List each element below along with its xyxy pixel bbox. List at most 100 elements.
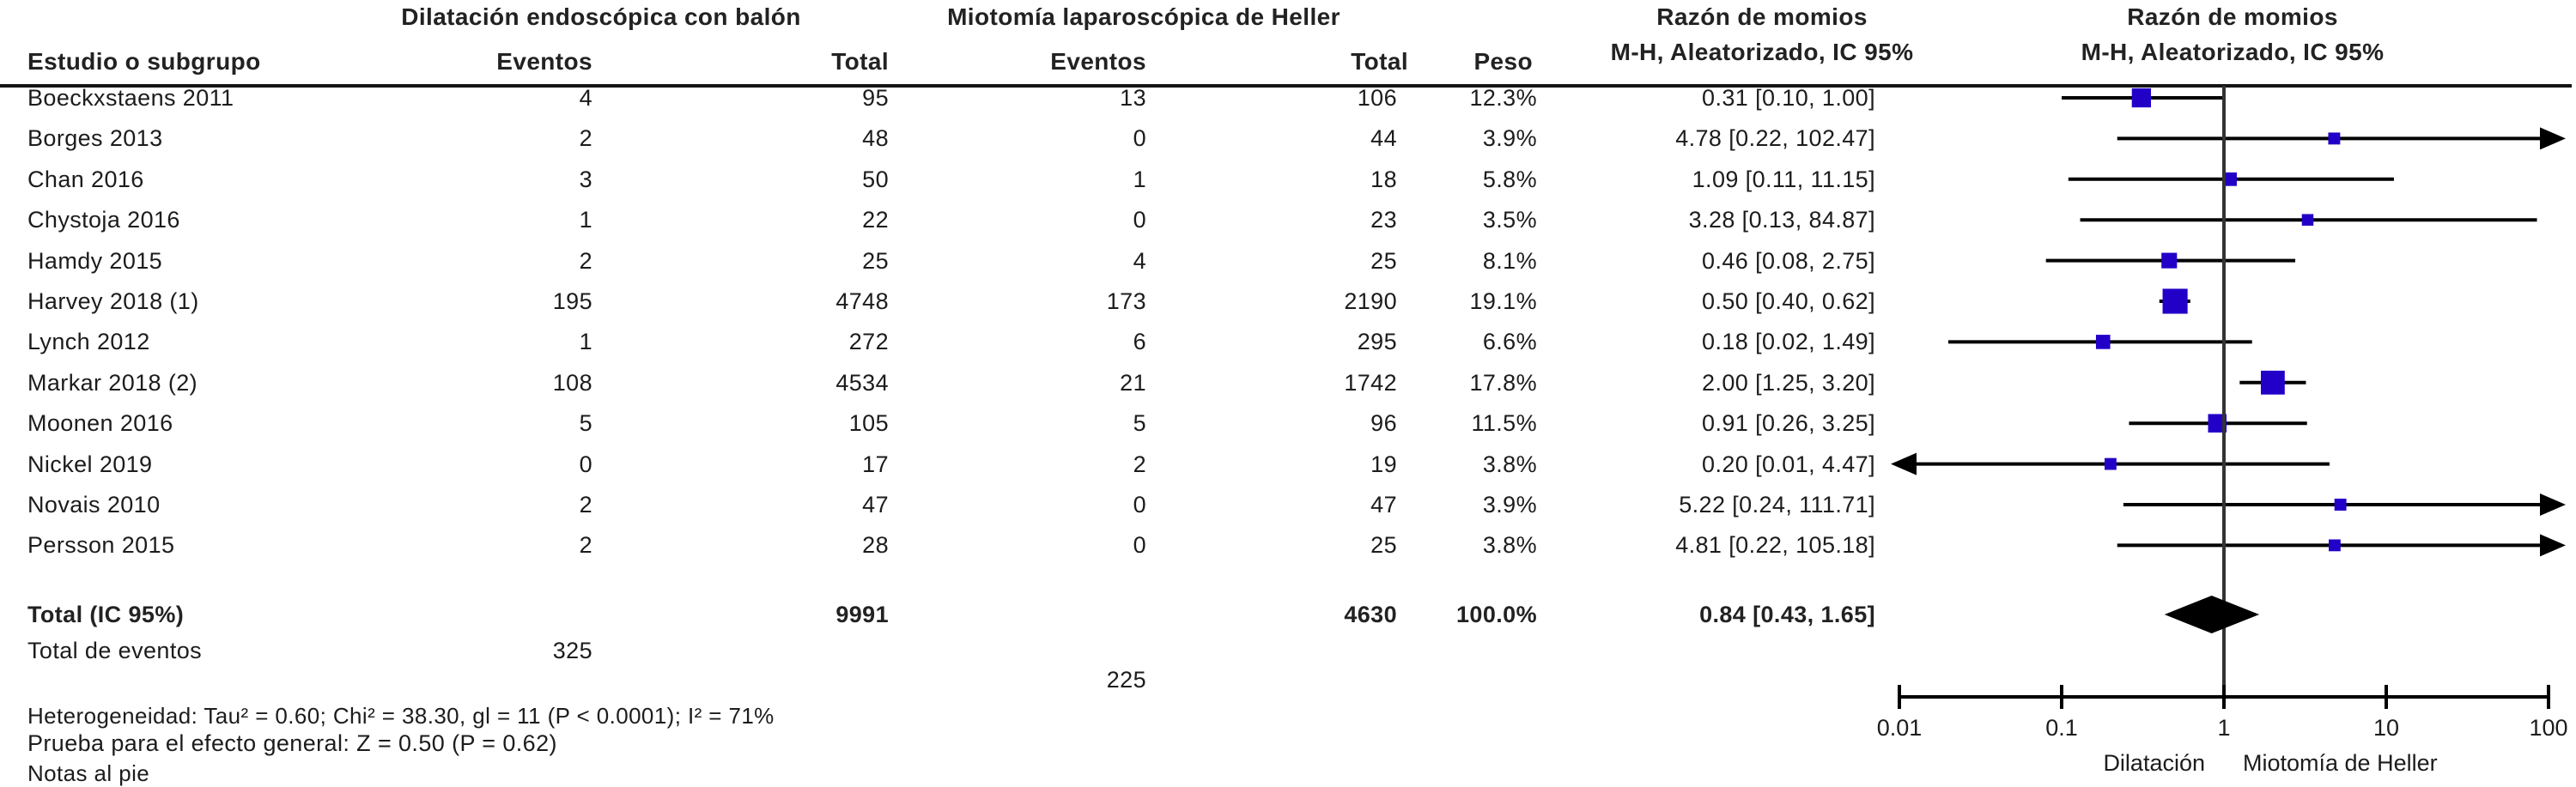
- weight-value: 8.1%: [1482, 248, 1537, 274]
- total-1-value: 105: [848, 410, 889, 436]
- events-1-value: 5: [579, 410, 592, 436]
- total-n-2: 4630: [1344, 602, 1397, 627]
- study-name: Lynch 2012: [27, 329, 150, 354]
- total-1-value: 25: [862, 248, 889, 274]
- weight-value: 11.5%: [1471, 410, 1537, 436]
- or-ci-value: 2.00 [1.25, 3.20]: [1702, 370, 1875, 396]
- total-1-value: 50: [862, 166, 889, 192]
- events-1-value: 0: [579, 451, 592, 477]
- or-ci-value: 5.22 [0.24, 111.71]: [1679, 492, 1875, 518]
- study-name: Nickel 2019: [27, 451, 153, 477]
- total-2-value: 106: [1357, 85, 1397, 111]
- axis-right-label: Miotomía de Heller: [2243, 750, 2438, 776]
- effect-square: [2161, 252, 2178, 269]
- effect-square: [2095, 335, 2111, 349]
- weight-value: 3.9%: [1482, 492, 1537, 518]
- study-name: Boeckxstaens 2011: [27, 85, 234, 111]
- or-header-line2: M-H, Aleatorizado, IC 95%: [1610, 39, 1914, 65]
- or-ci-value: 4.81 [0.22, 105.18]: [1675, 532, 1875, 558]
- or-ci-value: 0.46 [0.08, 2.75]: [1702, 248, 1875, 274]
- axis-tick-label: 1: [2217, 715, 2230, 741]
- total-events-1: 325: [552, 638, 592, 663]
- study-name: Markar 2018 (2): [27, 370, 198, 396]
- group1-header: Dilatación endoscópica con balón: [401, 3, 801, 30]
- study-name: Chystoja 2016: [27, 207, 180, 233]
- total-1-value: 4534: [835, 370, 889, 396]
- total-2-value: 96: [1370, 410, 1397, 436]
- arrow-right-icon: [2540, 493, 2566, 516]
- or-ci-value: 0.31 [0.10, 1.00]: [1702, 85, 1875, 111]
- total-2-value: 47: [1370, 492, 1397, 518]
- study-name: Chan 2016: [27, 166, 144, 192]
- total-1-value: 272: [848, 329, 889, 354]
- effect-square: [2223, 172, 2237, 186]
- total-n-1: 9991: [835, 602, 889, 627]
- events-1-value: 195: [552, 288, 592, 314]
- total-2-value: 295: [1357, 329, 1397, 354]
- events-1-value: 2: [579, 125, 592, 151]
- total-or-ci: 0.84 [0.43, 1.65]: [1699, 602, 1875, 627]
- events-2-value: 13: [1120, 85, 1146, 111]
- total-1-value: 17: [862, 451, 889, 477]
- total-1-value: 47: [862, 492, 889, 518]
- study-name: Moonen 2016: [27, 410, 173, 436]
- effect-square: [2328, 132, 2341, 145]
- effect-square: [2208, 414, 2227, 433]
- footnotes-label: Notas al pie: [27, 760, 150, 786]
- axis-tick-label: 0.01: [1877, 715, 1923, 741]
- study-column-header: Estudio o subgrupo: [27, 48, 261, 75]
- or-header-line1: Razón de momios: [1656, 3, 1868, 30]
- events-1-value: 2: [579, 248, 592, 274]
- weight-value: 3.8%: [1482, 451, 1537, 477]
- events-1-value: 3: [579, 166, 592, 192]
- effect-square: [2104, 457, 2117, 470]
- study-name: Hamdy 2015: [27, 248, 163, 274]
- axis-tick-label: 10: [2373, 715, 2399, 741]
- total-events-2: 225: [1106, 667, 1146, 693]
- events-1-value: 1: [579, 329, 592, 354]
- total-column-header-2: Total: [1351, 48, 1408, 75]
- total-2-value: 25: [1370, 532, 1397, 558]
- weight-value: 6.6%: [1482, 329, 1537, 354]
- events-1-value: 4: [579, 85, 592, 111]
- plot-or-header-line2: M-H, Aleatorizado, IC 95%: [2081, 39, 2385, 65]
- effect-square: [2131, 88, 2152, 108]
- events-2-value: 0: [1133, 532, 1146, 558]
- events-column-header-2: Eventos: [1050, 48, 1146, 75]
- weight-value: 5.8%: [1482, 166, 1537, 192]
- total-2-value: 1742: [1344, 370, 1397, 396]
- events-2-value: 5: [1133, 410, 1146, 436]
- total-2-value: 23: [1370, 207, 1397, 233]
- events-2-value: 4: [1133, 248, 1146, 274]
- total-events-label: Total de eventos: [27, 638, 203, 663]
- total-1-value: 4748: [835, 288, 889, 314]
- arrow-right-icon: [2540, 127, 2566, 150]
- overall-effect-text: Prueba para el efecto general: Z = 0.50 …: [27, 730, 557, 756]
- effect-square: [2301, 214, 2314, 226]
- total-2-value: 2190: [1344, 288, 1397, 314]
- weight-value: 17.8%: [1469, 370, 1537, 396]
- total-weight: 100.0%: [1456, 602, 1537, 627]
- effect-square: [2329, 539, 2341, 552]
- or-ci-value: 0.20 [0.01, 4.47]: [1702, 451, 1875, 477]
- events-2-value: 21: [1120, 370, 1146, 396]
- study-name: Borges 2013: [27, 125, 163, 151]
- total-1-value: 95: [862, 85, 889, 111]
- or-ci-value: 1.09 [0.11, 11.15]: [1692, 166, 1875, 192]
- total-2-value: 25: [1370, 248, 1397, 274]
- summary-diamond: [2164, 596, 2260, 633]
- weight-value: 12.3%: [1469, 85, 1537, 111]
- study-name: Persson 2015: [27, 532, 175, 558]
- axis-left-label: Dilatación: [2103, 750, 2205, 776]
- group2-header: Miotomía laparoscópica de Heller: [947, 3, 1340, 30]
- study-name: Novais 2010: [27, 492, 161, 518]
- events-2-value: 6: [1133, 329, 1146, 354]
- plot-or-header-line1: Razón de momios: [2127, 3, 2338, 30]
- weight-value: 19.1%: [1469, 288, 1537, 314]
- or-ci-value: 0.50 [0.40, 0.62]: [1702, 288, 1875, 314]
- total-1-value: 22: [862, 207, 889, 233]
- total-1-value: 48: [862, 125, 889, 151]
- events-1-value: 2: [579, 492, 592, 518]
